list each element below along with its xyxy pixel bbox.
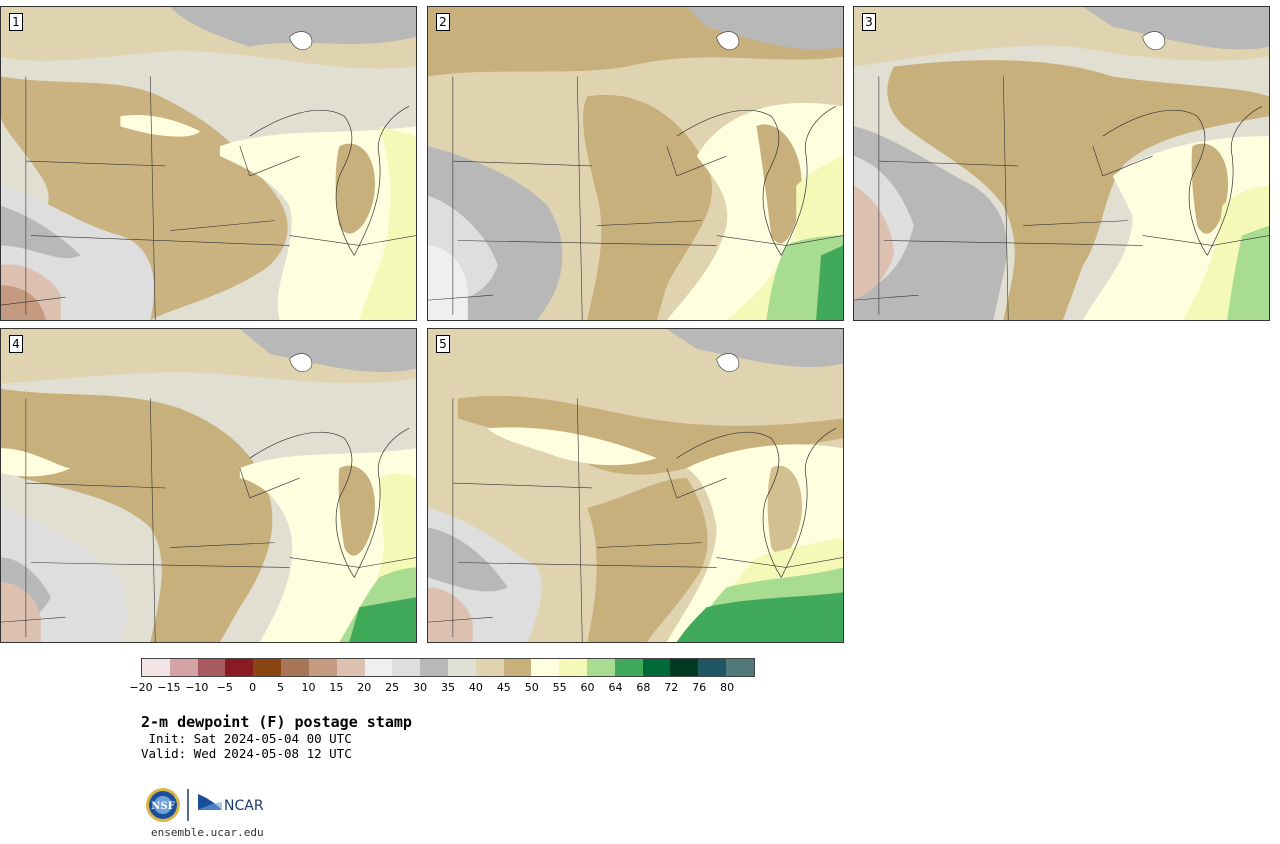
colorbar-cell	[336, 659, 365, 676]
forecast-panel-5[interactable]: 5	[427, 328, 844, 643]
colorbar-tick-label: 72	[664, 681, 679, 694]
colorbar-tick-label: 15	[329, 681, 344, 694]
logos: NSF NCAR	[146, 788, 264, 822]
init-time: Init: Sat 2024-05-04 00 UTC	[141, 731, 352, 746]
valid-time: Valid: Wed 2024-05-08 12 UTC	[141, 746, 352, 761]
colorbar-tick-label: 64	[608, 681, 623, 694]
colorbar-cell	[614, 659, 643, 676]
colorbar-tick-label: −20	[129, 681, 153, 694]
panel-number-2: 2	[436, 13, 450, 31]
colorbar-cell	[364, 659, 393, 676]
colorbar-tick-label: −10	[185, 681, 209, 694]
colorbar-tick-label: 50	[524, 681, 539, 694]
colorbar-cell	[225, 659, 254, 676]
colorbar-cell	[447, 659, 476, 676]
dewpoint-map-5	[428, 329, 843, 642]
colorbar-tick-label: 35	[441, 681, 455, 694]
colorbar-cell	[197, 659, 226, 676]
dewpoint-map-4	[1, 329, 416, 642]
colorbar-ticks: −20 −15 −10 −5 0 5 10 15 20 25 30 35 40 45 50 55 60 64 68 7…	[129, 681, 755, 695]
colorbar-cell	[559, 659, 587, 676]
colorbar-tick-label: −5	[216, 681, 233, 694]
ncar-logo-text: NCAR	[224, 798, 264, 814]
colorbar-tick-label: 10	[301, 681, 316, 694]
forecast-panel-4[interactable]: 4	[0, 328, 417, 643]
colorbar-cell	[726, 659, 754, 676]
panel-number-4: 4	[9, 335, 23, 353]
panel-number-3: 3	[862, 13, 876, 31]
colorbar-tick-label: 40	[468, 681, 483, 694]
dewpoint-map-2	[428, 7, 843, 320]
colorbar-cell	[281, 659, 309, 676]
colorbar-tick-label: 45	[496, 681, 511, 694]
colorbar-cell	[142, 659, 170, 676]
colorbar-tick-label: 55	[552, 681, 567, 694]
colorbar-cell	[475, 659, 504, 676]
colorbar-cell	[587, 659, 615, 676]
panel-number-5: 5	[436, 335, 450, 353]
colorbar	[141, 658, 755, 677]
colorbar-tick-label: 0	[249, 681, 257, 694]
colorbar-cell	[420, 659, 448, 676]
colorbar-tick-label: 80	[720, 681, 735, 694]
nsf-logo-icon: NSF	[146, 788, 180, 822]
colorbar-cell	[253, 659, 282, 676]
colorbar-tick-label: 68	[636, 681, 651, 694]
colorbar-cell	[698, 659, 727, 676]
colorbar-tick-label: 76	[692, 681, 707, 694]
chart-title: 2-m dewpoint (F) postage stamp	[141, 713, 412, 731]
dewpoint-map-1	[1, 7, 416, 320]
colorbar-cell	[308, 659, 337, 676]
colorbar-tick-label: 30	[413, 681, 428, 694]
forecast-panel-3[interactable]: 3	[853, 6, 1270, 321]
colorbar-cell	[169, 659, 198, 676]
dewpoint-map-3	[854, 7, 1269, 320]
colorbar-tick-label: 5	[277, 681, 285, 694]
colorbar-cell	[642, 659, 671, 676]
ncar-logo-icon: NCAR	[198, 794, 264, 814]
colorbar-tick-label: −15	[157, 681, 181, 694]
nsf-logo-text: NSF	[151, 801, 174, 812]
forecast-panel-1[interactable]: 1	[0, 6, 417, 321]
colorbar-tick-label: 25	[385, 681, 400, 694]
website-url: ensemble.ucar.edu	[151, 826, 264, 839]
colorbar-cell	[392, 659, 421, 676]
colorbar-tick-label: 60	[580, 681, 595, 694]
panel-number-1: 1	[9, 13, 23, 31]
forecast-panel-2[interactable]: 2	[427, 6, 844, 321]
colorbar-cell	[503, 659, 532, 676]
colorbar-cell	[531, 659, 560, 676]
colorbar-tick-label: 20	[357, 681, 372, 694]
colorbar-cell	[670, 659, 699, 676]
